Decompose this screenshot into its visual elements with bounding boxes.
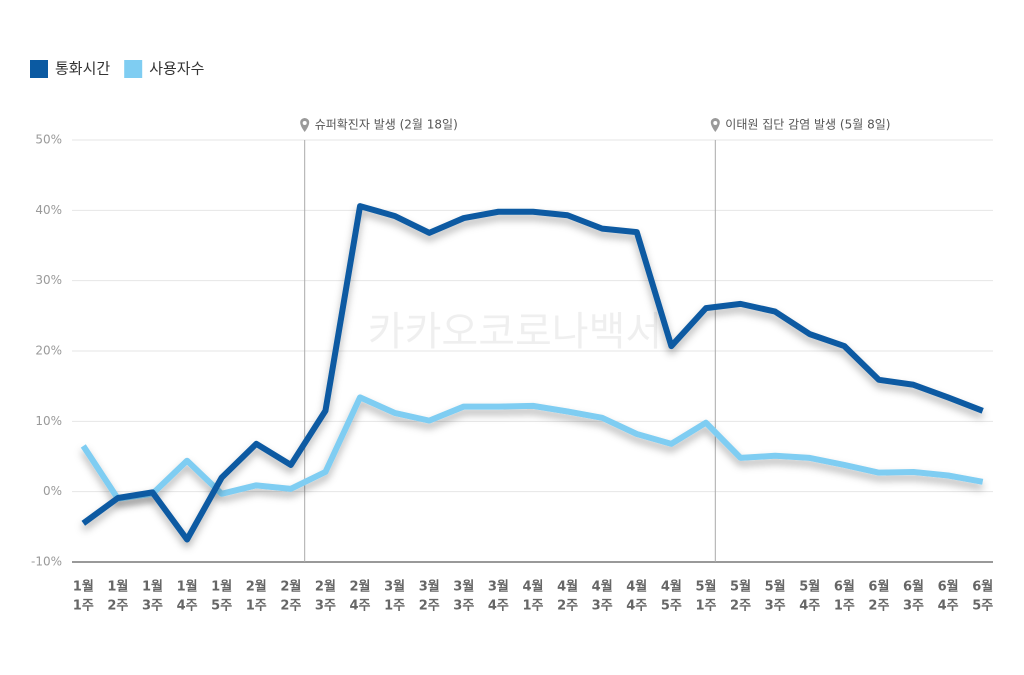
x-tick-label: 2월 bbox=[246, 579, 267, 595]
y-tick-label: 20% bbox=[35, 344, 62, 358]
x-tick-label: 6월 bbox=[938, 579, 959, 595]
x-tick-label: 6월 bbox=[834, 579, 855, 595]
annotation-text: 슈퍼확진자 발생 (2월 18일) bbox=[315, 118, 458, 132]
x-tick-label: 4월 bbox=[661, 579, 682, 595]
x-tick-label: 4월 bbox=[522, 579, 543, 595]
watermark: 카카오코로나백서 bbox=[368, 309, 662, 355]
x-tick-label: 2월 bbox=[350, 579, 371, 595]
legend-swatch bbox=[124, 60, 143, 78]
x-tick-label: 5월 bbox=[799, 579, 820, 595]
x-tick-label: 5주 bbox=[972, 599, 993, 614]
x-tick-label: 1주 bbox=[522, 599, 543, 614]
x-tick-label: 3주 bbox=[592, 599, 613, 614]
x-tick-label: 4월 bbox=[626, 579, 647, 595]
annotation-pin-dot bbox=[713, 121, 718, 125]
x-tick-label: 4주 bbox=[799, 599, 820, 614]
x-tick-label: 1월 bbox=[177, 579, 198, 595]
y-tick-label: -10% bbox=[31, 555, 62, 569]
x-tick-label: 2주 bbox=[107, 599, 128, 614]
x-tick-label: 5월 bbox=[730, 579, 751, 595]
legend-swatch bbox=[30, 60, 48, 78]
x-tick-label: 3월 bbox=[384, 579, 405, 595]
y-tick-label: 30% bbox=[35, 273, 62, 287]
x-tick-label: 3주 bbox=[903, 599, 924, 614]
x-tick-label: 5주 bbox=[211, 599, 232, 614]
y-tick-label: 40% bbox=[35, 203, 62, 217]
x-tick-label: 3주 bbox=[315, 599, 336, 614]
x-tick-label: 4주 bbox=[626, 599, 647, 614]
x-tick-label: 2주 bbox=[419, 599, 440, 614]
x-tick-label: 3주 bbox=[453, 599, 474, 614]
x-tick-label: 3주 bbox=[765, 599, 786, 614]
y-tick-label: 50% bbox=[35, 133, 62, 147]
x-tick-label: 1주 bbox=[695, 599, 716, 614]
x-tick-label: 3주 bbox=[142, 599, 163, 614]
y-tick-label: 10% bbox=[35, 414, 62, 428]
x-tick-label: 3월 bbox=[453, 579, 474, 595]
y-tick-label: 0% bbox=[43, 484, 62, 498]
x-tick-label: 5월 bbox=[695, 579, 716, 595]
x-tick-label: 3월 bbox=[488, 579, 509, 595]
x-tick-label: 1주 bbox=[384, 599, 405, 614]
x-tick-label: 1월 bbox=[142, 579, 163, 595]
x-tick-label: 4주 bbox=[488, 599, 509, 614]
series-line bbox=[80, 394, 984, 502]
x-tick-label: 1월 bbox=[107, 579, 128, 595]
x-tick-label: 1주 bbox=[246, 599, 267, 614]
x-tick-label: 2주 bbox=[730, 599, 751, 614]
x-tick-label: 3월 bbox=[419, 579, 440, 595]
x-tick-label: 1주 bbox=[73, 599, 94, 614]
annotation-pin-dot bbox=[302, 121, 307, 125]
x-tick-label: 6월 bbox=[903, 579, 924, 595]
x-tick-label: 4주 bbox=[350, 599, 371, 614]
x-tick-label: 2주 bbox=[280, 599, 301, 614]
x-tick-label: 1월 bbox=[211, 579, 232, 595]
x-tick-label: 1월 bbox=[73, 579, 94, 595]
x-tick-label: 5주 bbox=[661, 599, 682, 614]
x-tick-label: 2주 bbox=[557, 599, 578, 614]
x-tick-label: 6월 bbox=[972, 579, 993, 595]
x-tick-label: 1주 bbox=[834, 599, 855, 614]
x-tick-label: 2주 bbox=[868, 599, 889, 614]
x-tick-label: 4월 bbox=[557, 579, 578, 595]
legend-label: 통화시간 bbox=[55, 60, 110, 78]
x-tick-label: 2월 bbox=[280, 579, 301, 595]
x-tick-label: 6월 bbox=[868, 579, 889, 595]
legend-label: 사용자수 bbox=[149, 60, 204, 78]
x-tick-label: 4주 bbox=[938, 599, 959, 614]
x-tick-label: 2월 bbox=[315, 579, 336, 595]
series-line bbox=[81, 203, 984, 543]
x-tick-label: 5월 bbox=[765, 579, 786, 595]
annotation-text: 이태원 집단 감염 발생 (5월 8일) bbox=[725, 118, 890, 132]
x-tick-label: 4월 bbox=[592, 579, 613, 595]
x-tick-label: 4주 bbox=[177, 599, 198, 614]
